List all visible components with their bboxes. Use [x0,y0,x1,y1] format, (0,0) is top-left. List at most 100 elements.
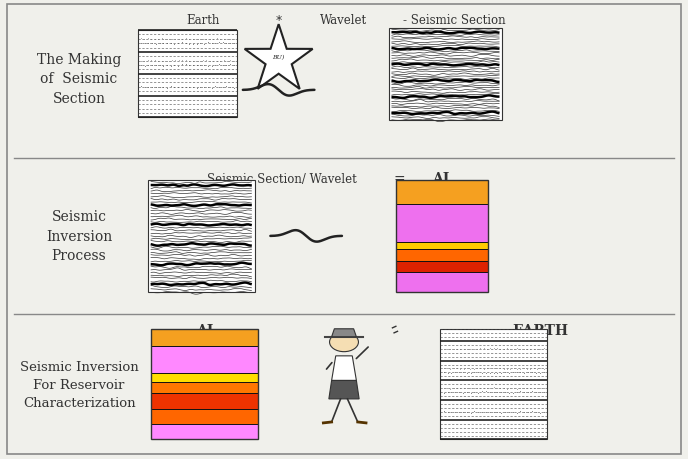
Point [146,36,157,44]
Point [535,385,546,392]
Point [475,365,486,372]
Point [449,385,460,392]
Point [462,364,473,372]
Point [502,385,513,392]
Point [147,62,158,70]
Point [218,58,229,65]
Bar [151,330,258,440]
Point [458,346,469,353]
Text: *: * [275,14,282,27]
Point [188,41,199,48]
Point [199,41,210,48]
Point [208,36,219,43]
Point [508,365,519,372]
Point [496,409,507,416]
Point [187,58,198,65]
Point [221,40,232,48]
Point [528,384,539,392]
Point [225,58,236,65]
Point [197,36,208,44]
Point [221,62,232,70]
Point [478,345,489,352]
Point [201,36,212,43]
Polygon shape [329,381,359,399]
Point [438,408,449,415]
Point [508,345,519,353]
Point [184,41,195,48]
Point [492,369,503,376]
Point [471,385,482,392]
Point [215,58,226,65]
Point [498,365,509,373]
Point [177,36,188,44]
Point [215,36,226,43]
Text: =: = [394,172,405,186]
Point [147,84,158,91]
Point [213,61,224,68]
Point [522,365,533,373]
Point [158,84,169,91]
Point [165,63,176,71]
Text: Wavelet: Wavelet [321,14,367,27]
Point [177,58,188,65]
Point [455,365,466,373]
Point [518,365,529,372]
Point [511,345,522,352]
Point [504,389,515,397]
Point [217,39,228,47]
Point [515,385,526,392]
Point [511,368,522,375]
Point [535,345,546,353]
Text: AI: AI [196,324,214,337]
Point [188,84,199,91]
Point [450,389,461,396]
Point [488,384,499,391]
Point [480,409,491,416]
Point [482,346,493,353]
Point [136,83,147,90]
Point [488,345,499,352]
Point [450,369,461,376]
Point [475,385,486,392]
Point [475,345,486,352]
Point [169,41,180,49]
Point [210,40,221,48]
Point [485,345,496,353]
Point [518,345,529,353]
Point [451,365,462,372]
Bar [138,31,237,118]
Point [143,62,154,69]
Point [222,58,233,66]
Point [473,408,484,415]
Point [228,36,239,43]
Point [519,408,530,415]
Point [488,409,499,416]
Text: Seismic Inversion
For Reservoir
Characterization: Seismic Inversion For Reservoir Characte… [20,360,138,409]
Point [499,368,510,375]
Bar [396,242,488,250]
Point [530,388,541,396]
Point [465,385,476,392]
Point [515,366,526,373]
Point [165,40,176,48]
Point [156,58,167,65]
Point [458,384,469,392]
Point [195,40,206,48]
Point [158,63,169,70]
Point [442,385,453,392]
Bar [151,330,258,346]
Point [211,58,222,66]
Text: EARTH: EARTH [512,324,568,337]
Point [468,346,479,353]
Point [213,40,224,47]
Point [210,62,221,69]
Point [525,366,536,373]
Point [438,390,449,397]
Point [499,408,510,415]
Point [163,36,174,44]
Point [165,84,176,91]
Point [442,369,453,376]
Point [228,58,239,65]
Point [525,346,536,353]
Point [446,369,457,377]
